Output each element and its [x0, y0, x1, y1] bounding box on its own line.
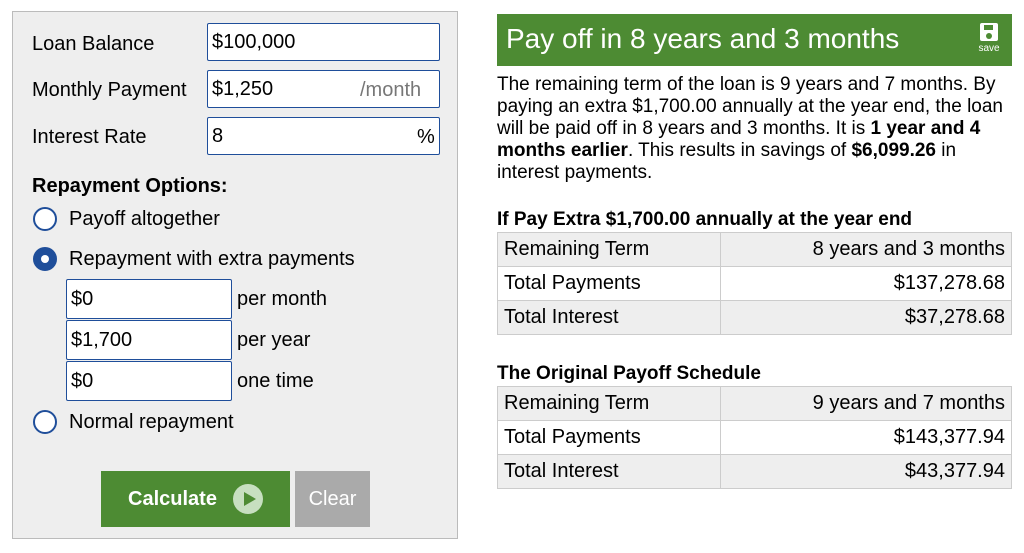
- extra-table-caption: If Pay Extra $1,700.00 annually at the y…: [497, 209, 913, 230]
- repayment-options-heading: Repayment Options:: [32, 175, 228, 197]
- results-header: Pay off in 8 years and 3 months save: [497, 14, 1012, 66]
- results-title: Pay off in 8 years and 3 months: [506, 23, 900, 54]
- table-row: Total Interest $37,278.68: [497, 300, 1012, 335]
- option-label: Payoff altogether: [69, 207, 220, 230]
- extra-per-month-label: per month: [237, 288, 328, 310]
- radio-button-checked-icon[interactable]: [33, 247, 57, 271]
- extra-one-time-input[interactable]: $0: [66, 361, 232, 401]
- calculator-form: Loan Balance $100,000 Monthly Payment $1…: [12, 11, 458, 539]
- summary-time-saved: 1 year and 4 months earlier: [497, 118, 981, 161]
- table-cell-key: Total Payments: [497, 266, 721, 301]
- save-icon: [980, 23, 998, 41]
- table-row: Total Payments $143,377.94: [497, 420, 1012, 455]
- original-schedule-table: Remaining Term 9 years and 7 months Tota…: [497, 386, 1012, 489]
- table-cell-value: $137,278.68: [720, 266, 1012, 301]
- interest-rate-label: Interest Rate: [32, 126, 147, 148]
- extra-per-year-label: per year: [237, 329, 311, 351]
- table-cell-value: $43,377.94: [720, 454, 1012, 489]
- extra-payment-table: Remaining Term 8 years and 3 months Tota…: [497, 232, 1012, 335]
- play-icon: [232, 484, 263, 514]
- extra-per-month-input[interactable]: $0: [66, 279, 232, 319]
- table-cell-key: Remaining Term: [497, 232, 721, 267]
- extra-one-time-label: one time: [237, 370, 314, 392]
- table-row: Total Payments $137,278.68: [497, 266, 1012, 301]
- option-label: Normal repayment: [69, 410, 234, 433]
- save-button[interactable]: save: [975, 23, 1003, 57]
- summary-interest-saved: $6,099.26: [851, 140, 936, 161]
- table-row: Remaining Term 9 years and 7 months: [497, 386, 1012, 421]
- table-row: Remaining Term 8 years and 3 months: [497, 232, 1012, 267]
- radio-button-unchecked-icon[interactable]: [33, 207, 57, 231]
- monthly-payment-suffix: /month: [360, 79, 422, 101]
- table-cell-value: 8 years and 3 months: [720, 232, 1012, 267]
- summary-text: . This results in savings of: [627, 140, 852, 161]
- option-payoff-altogether[interactable]: Payoff altogether: [33, 207, 220, 231]
- loan-balance-input[interactable]: $100,000: [207, 23, 440, 61]
- table-cell-key: Remaining Term: [497, 386, 721, 421]
- clear-button[interactable]: Clear: [295, 471, 370, 527]
- summary-text: The remaining term of the loan is 9 year…: [497, 74, 1003, 139]
- extra-per-year-input[interactable]: $1,700: [66, 320, 232, 360]
- table-cell-value: $37,278.68: [720, 300, 1012, 335]
- table-cell-key: Total Interest: [497, 300, 721, 335]
- calculate-button[interactable]: Calculate: [101, 471, 290, 527]
- monthly-payment-input[interactable]: $1,250: [207, 70, 440, 108]
- results-summary: The remaining term of the loan is 9 year…: [497, 74, 1012, 184]
- original-table-caption: The Original Payoff Schedule: [497, 363, 761, 384]
- table-row: Total Interest $43,377.94: [497, 454, 1012, 489]
- table-cell-value: $143,377.94: [720, 420, 1012, 455]
- table-cell-key: Total Interest: [497, 454, 721, 489]
- table-cell-key: Total Payments: [497, 420, 721, 455]
- calculate-button-label: Calculate: [128, 487, 217, 510]
- clear-button-label: Clear: [308, 487, 357, 510]
- interest-rate-input[interactable]: 8: [207, 117, 440, 155]
- option-extra-payments[interactable]: Repayment with extra payments: [33, 247, 355, 271]
- radio-button-unchecked-icon[interactable]: [33, 410, 57, 434]
- loan-balance-label: Loan Balance: [32, 33, 155, 55]
- summary-text: in interest payments.: [497, 140, 957, 183]
- save-label: save: [978, 43, 1000, 54]
- option-label: Repayment with extra payments: [69, 247, 355, 270]
- option-normal-repayment[interactable]: Normal repayment: [33, 410, 234, 434]
- interest-rate-suffix: %: [417, 126, 435, 148]
- table-cell-value: 9 years and 7 months: [720, 386, 1012, 421]
- monthly-payment-label: Monthly Payment: [32, 79, 187, 101]
